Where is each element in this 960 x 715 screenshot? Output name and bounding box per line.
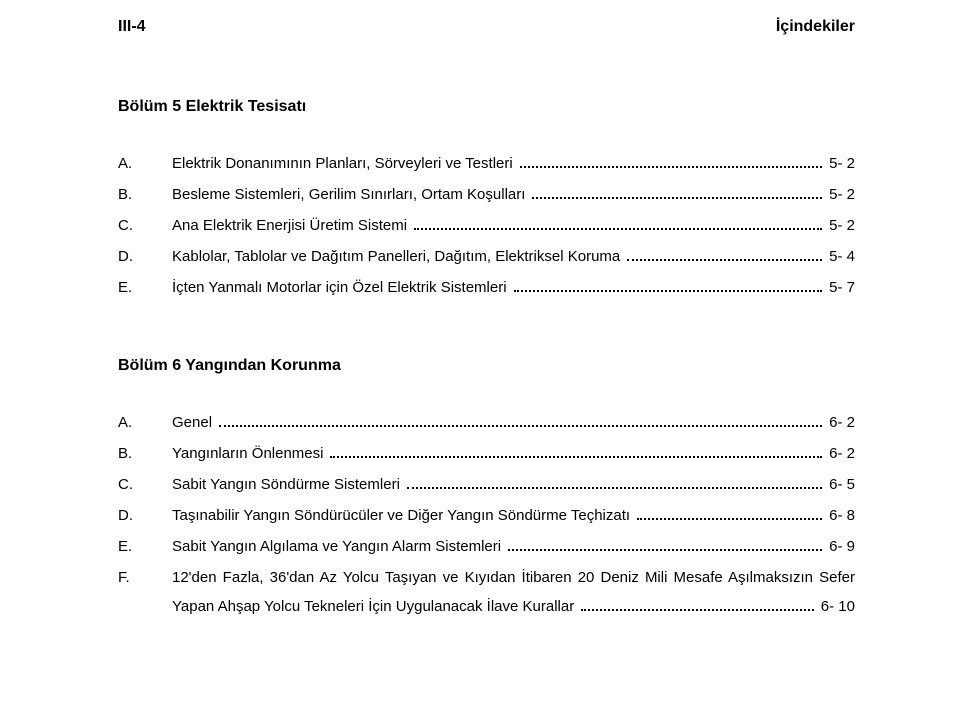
section-title: Bölüm 6 Yangından Korunma: [118, 357, 855, 375]
toc-letter: D.: [118, 508, 172, 523]
toc-entry: B. Besleme Sistemleri, Gerilim Sınırları…: [118, 187, 855, 202]
toc-entry: C. Ana Elektrik Enerjisi Üretim Sistemi …: [118, 218, 855, 233]
toc-title: Sabit Yangın Söndürme Sistemleri: [172, 477, 404, 492]
toc-title: Genel: [172, 415, 216, 430]
toc-title: Elektrik Donanımının Planları, Sörveyler…: [172, 156, 517, 171]
toc-dot-leader: [414, 228, 822, 230]
toc-page-number: 6- 2: [825, 446, 855, 461]
toc-list: A. Elektrik Donanımının Planları, Sörvey…: [118, 156, 855, 295]
toc-title: Besleme Sistemleri, Gerilim Sınırları, O…: [172, 187, 529, 202]
toc-dot-leader: [514, 290, 823, 292]
toc-entry: B. Yangınların Önlenmesi 6- 2: [118, 446, 855, 461]
toc-page-number: 5- 2: [825, 218, 855, 233]
toc-entry: E. İçten Yanmalı Motorlar için Özel Elek…: [118, 280, 855, 295]
toc-list: A. Genel 6- 2 B. Yangınların Önlenmesi 6…: [118, 415, 855, 614]
header-left-label: III-4: [118, 18, 146, 36]
toc-letter: F.: [118, 570, 172, 585]
toc-dot-leader: [581, 609, 814, 611]
toc-dot-leader: [508, 549, 822, 551]
toc-page-number: 5- 2: [825, 187, 855, 202]
toc-title: Yangınların Önlenmesi: [172, 446, 327, 461]
toc-dot-leader: [219, 425, 822, 427]
toc-page-number: 6- 2: [825, 415, 855, 430]
toc-title: 12'den Fazla, 36'dan Az Yolcu Taşıyan ve…: [172, 570, 855, 585]
toc-entry: C. Sabit Yangın Söndürme Sistemleri 6- 5: [118, 477, 855, 492]
toc-entry: A. Elektrik Donanımının Planları, Sörvey…: [118, 156, 855, 171]
toc-page-number: 6- 5: [825, 477, 855, 492]
toc-dot-leader: [627, 259, 822, 261]
toc-dot-leader: [532, 197, 822, 199]
toc-title: Sabit Yangın Algılama ve Yangın Alarm Si…: [172, 539, 505, 554]
toc-title: İçten Yanmalı Motorlar için Özel Elektri…: [172, 280, 511, 295]
toc-letter: C.: [118, 218, 172, 233]
toc-entry: D. Taşınabilir Yangın Söndürücüler ve Di…: [118, 508, 855, 523]
toc-entry: F. 12'den Fazla, 36'dan Az Yolcu Taşıyan…: [118, 570, 855, 614]
toc-entry-line1: F. 12'den Fazla, 36'dan Az Yolcu Taşıyan…: [118, 570, 855, 585]
toc-letter: E.: [118, 280, 172, 295]
toc-title: Kablolar, Tablolar ve Dağıtım Panelleri,…: [172, 249, 624, 264]
toc-entry: E. Sabit Yangın Algılama ve Yangın Alarm…: [118, 539, 855, 554]
toc-page-number: 6- 10: [817, 599, 855, 614]
toc-title: Ana Elektrik Enerjisi Üretim Sistemi: [172, 218, 411, 233]
toc-page-number: 6- 8: [825, 508, 855, 523]
toc-dot-leader: [520, 166, 822, 168]
toc-letter: B.: [118, 187, 172, 202]
toc-dot-leader: [330, 456, 822, 458]
toc-page-number: 5- 4: [825, 249, 855, 264]
toc-dot-leader: [407, 487, 822, 489]
toc-letter: E.: [118, 539, 172, 554]
toc-page-number: 5- 7: [825, 280, 855, 295]
page-header: III-4 İçindekiler: [118, 18, 855, 36]
header-right-label: İçindekiler: [776, 18, 855, 36]
toc-letter: C.: [118, 477, 172, 492]
section-title: Bölüm 5 Elektrik Tesisatı: [118, 98, 855, 116]
toc-page-number: 6- 9: [825, 539, 855, 554]
toc-title: Yapan Ahşap Yolcu Tekneleri İçin Uygulan…: [172, 599, 578, 614]
toc-entry-line2: Yapan Ahşap Yolcu Tekneleri İçin Uygulan…: [118, 599, 855, 614]
toc-letter: B.: [118, 446, 172, 461]
toc-letter: A.: [118, 415, 172, 430]
toc-letter: D.: [118, 249, 172, 264]
toc-letter: A.: [118, 156, 172, 171]
toc-entry: D. Kablolar, Tablolar ve Dağıtım Panelle…: [118, 249, 855, 264]
page: III-4 İçindekiler Bölüm 5 Elektrik Tesis…: [0, 0, 960, 715]
toc-entry: A. Genel 6- 2: [118, 415, 855, 430]
toc-dot-leader: [637, 518, 822, 520]
toc-page-number: 5- 2: [825, 156, 855, 171]
toc-title: Taşınabilir Yangın Söndürücüler ve Diğer…: [172, 508, 634, 523]
